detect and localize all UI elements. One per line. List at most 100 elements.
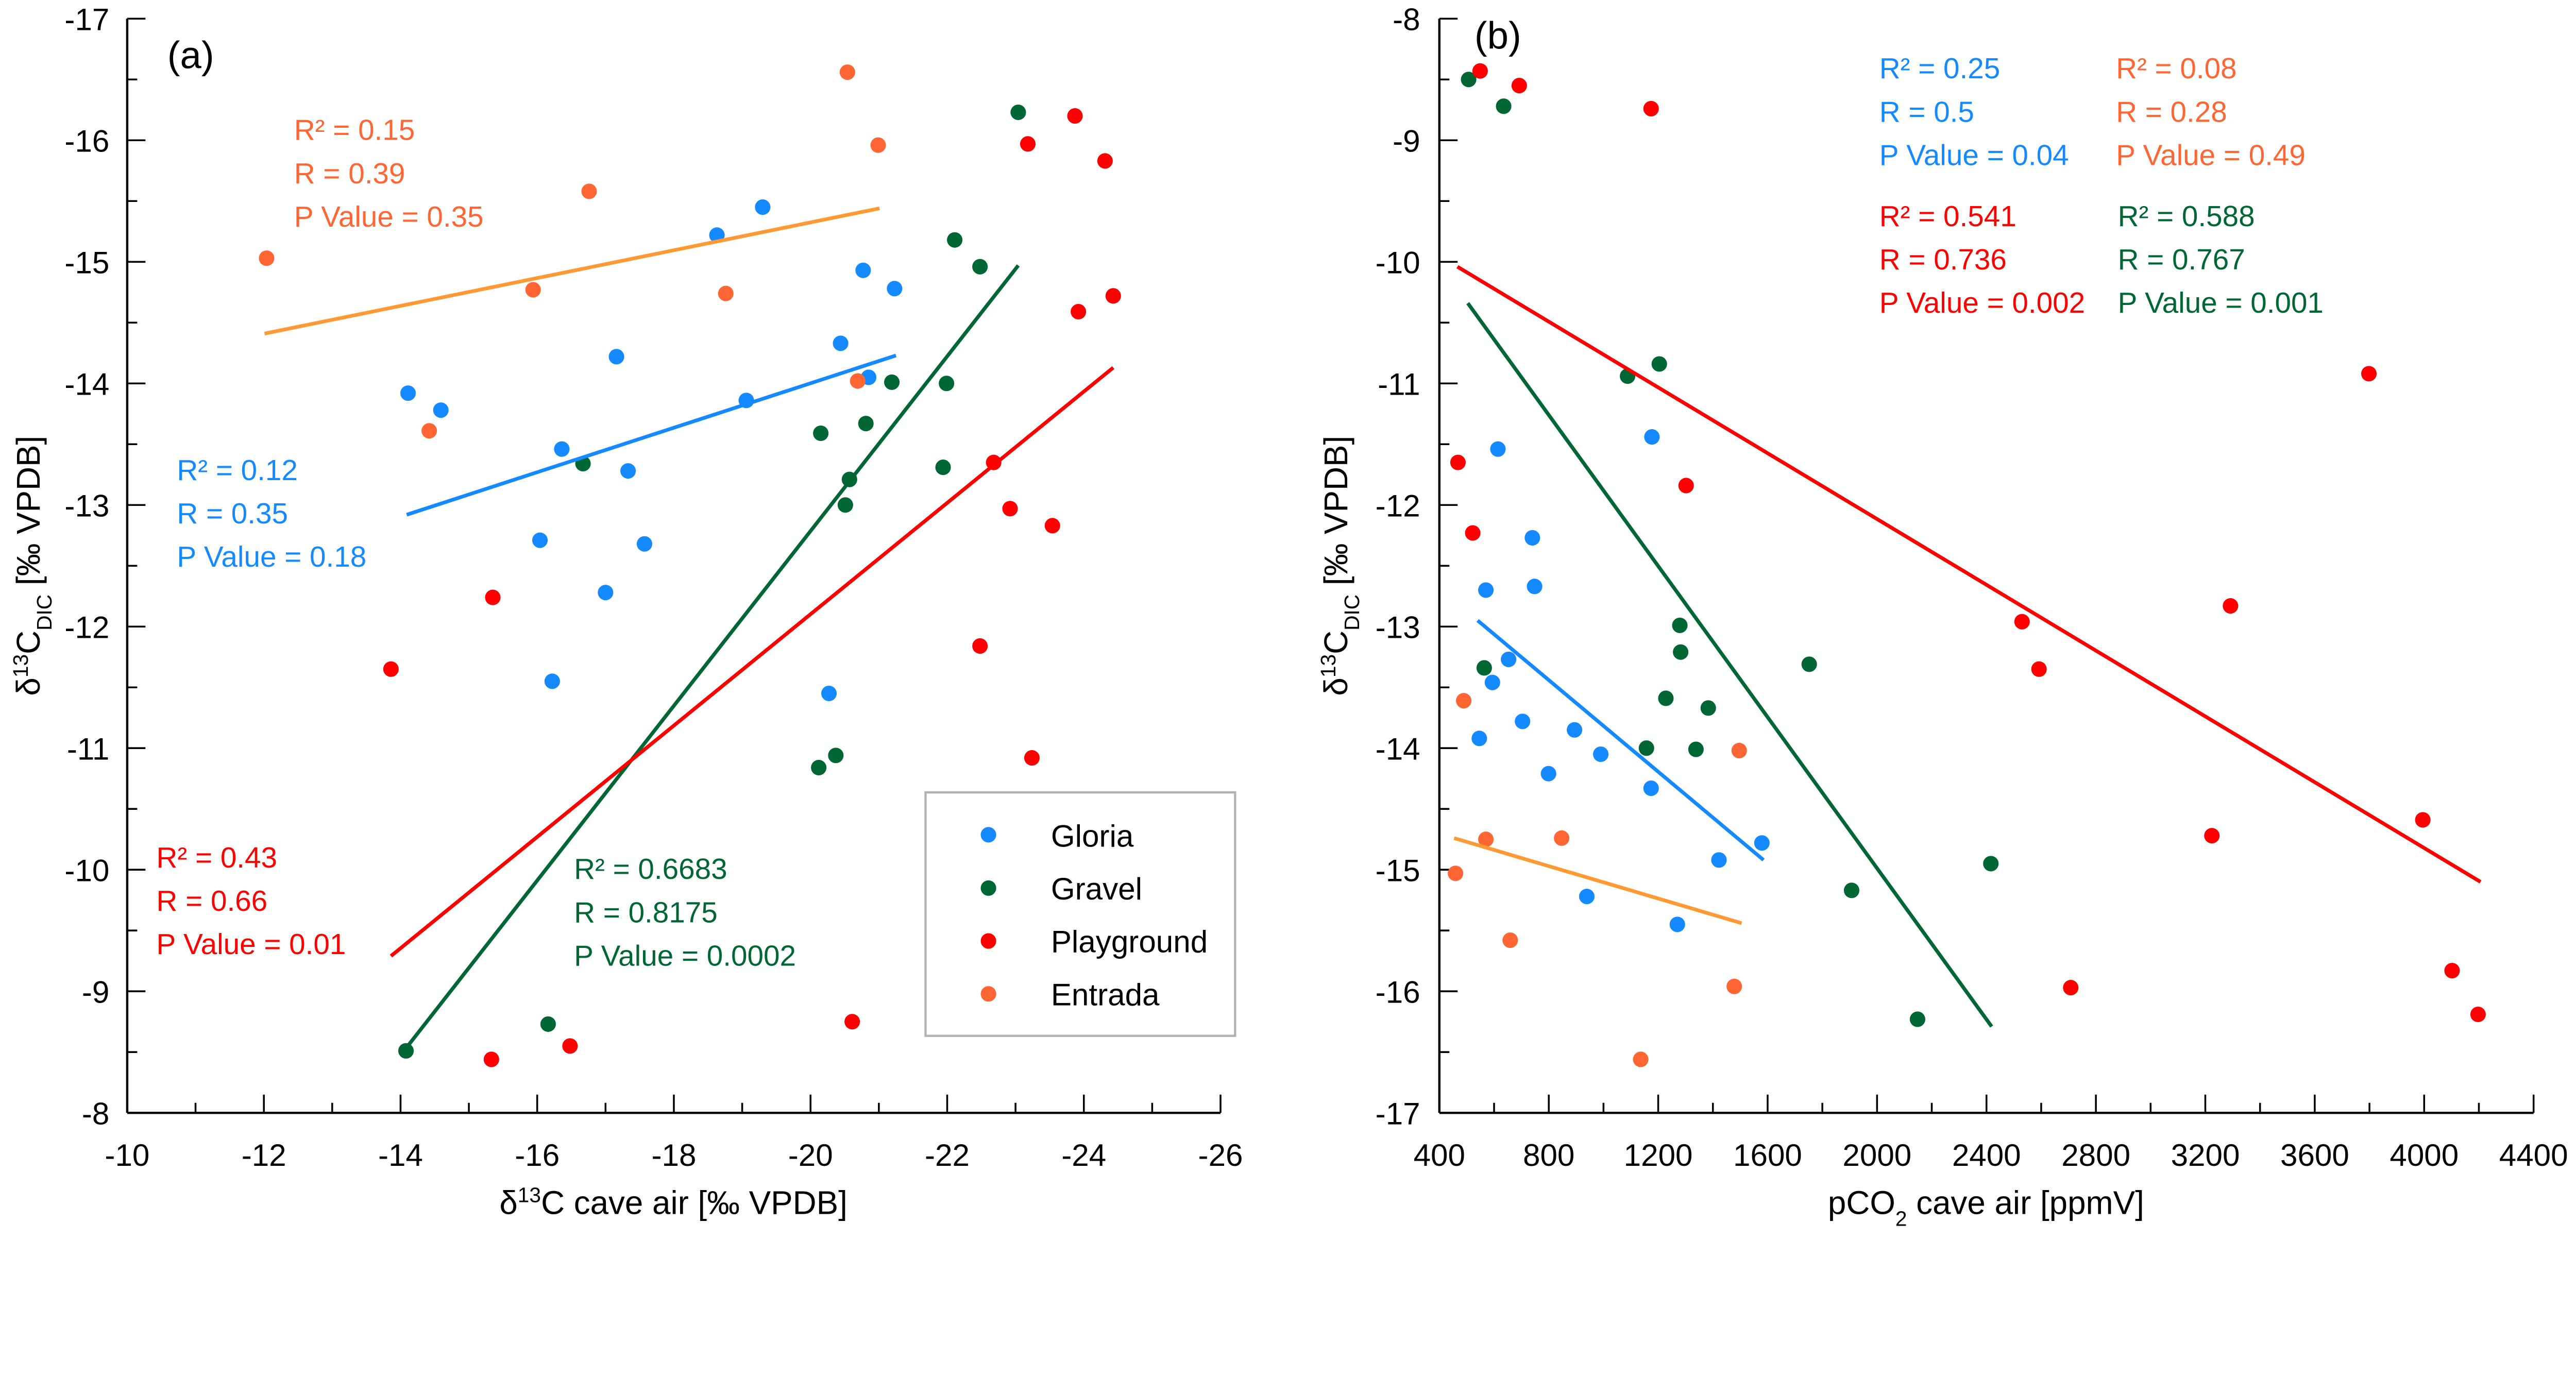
legend-label-playground: Playground	[1051, 925, 1208, 959]
y-tick-label: -14	[64, 367, 109, 401]
data-point-entrada	[1448, 865, 1464, 881]
x-tick-label: 400	[1414, 1138, 1465, 1173]
stats-gravel: R = 0.767	[2118, 244, 2245, 276]
legend-label-gloria: Gloria	[1051, 819, 1134, 853]
x-tick-label: -14	[378, 1138, 423, 1173]
x-axis-title-sup: 13	[518, 1183, 541, 1207]
stats-entrada: P Value = 0.35	[294, 201, 484, 233]
panel-a: -10 -12 -14 -16 -18 -20 -22 -24 -26 -8 -9 -10 -11 -12…	[9, 2, 1243, 1221]
data-point-gloria	[855, 262, 871, 278]
stats-playground: R² = 0.541	[1879, 200, 2016, 233]
data-point-gloria	[1540, 766, 1556, 782]
data-point-gloria	[1524, 530, 1540, 546]
data-point-entrada	[1554, 830, 1570, 846]
data-point-gloria	[1567, 722, 1583, 738]
stats-gloria: P Value = 0.18	[177, 541, 366, 573]
data-point-gloria	[1478, 582, 1494, 598]
x-tick-label: -24	[1061, 1138, 1106, 1173]
trendline-playground	[389, 366, 1115, 958]
stats-gloria: R = 0.35	[177, 498, 288, 530]
trendline-entrada	[1453, 836, 1742, 925]
y-tick-label: -14	[1376, 732, 1420, 766]
data-point-gravel	[1700, 700, 1716, 716]
x-tick-label: -22	[925, 1138, 970, 1173]
data-point-playground	[562, 1038, 578, 1054]
x-tick-label: 2800	[2061, 1138, 2130, 1173]
figure: -10 -12 -14 -16 -18 -20 -22 -24 -26 -8 -9 -10 -11 -12…	[9, 2, 2568, 1231]
data-point-gloria	[1527, 579, 1543, 595]
legend-label-entrada: Entrada	[1051, 977, 1160, 1012]
legend-marker-gravel	[980, 880, 996, 896]
data-point-entrada	[1478, 831, 1494, 847]
y-axis-title-post: [‰ VPDB]	[1317, 436, 1354, 595]
data-point-gravel	[1673, 644, 1689, 660]
x-axis-title: δ13C cave air [‰ VPDB]	[499, 1183, 847, 1221]
stats-gravel: R² = 0.588	[2118, 200, 2255, 233]
data-point-gloria	[1501, 651, 1517, 667]
data-point-playground	[1472, 63, 1488, 79]
data-point-entrada	[1731, 742, 1747, 758]
data-point-playground	[1002, 501, 1018, 517]
y-tick-label: -8	[82, 1096, 110, 1131]
data-point-playground	[483, 1051, 499, 1067]
y-axis-title-sup: 13	[9, 654, 32, 677]
data-point-gloria	[1484, 674, 1500, 690]
y-tick-label: -13	[64, 488, 109, 523]
stats-playground: P Value = 0.002	[1879, 287, 2085, 319]
data-point-playground	[485, 589, 501, 605]
x-tick-label: -12	[242, 1138, 286, 1173]
panel-label: (b)	[1475, 14, 1521, 57]
x-tick-label: -10	[105, 1138, 149, 1173]
data-point-gloria	[1490, 441, 1506, 457]
data-point-gravel	[813, 425, 829, 442]
data-point-playground	[1465, 525, 1481, 541]
x-axis-title-pre: δ	[499, 1184, 517, 1221]
stats-entrada: R = 0.39	[294, 158, 405, 190]
legend-marker-gloria	[980, 827, 996, 843]
data-point-gravel	[811, 759, 827, 776]
data-point-entrada	[850, 373, 866, 389]
x-tick-label: 3600	[2280, 1138, 2349, 1173]
x-tick-label: 4000	[2389, 1138, 2459, 1173]
stats-entrada: R² = 0.15	[294, 114, 415, 147]
x-tick-label: 1200	[1624, 1138, 1693, 1173]
stats-gloria: R² = 0.12	[177, 454, 297, 487]
data-point-playground	[2204, 828, 2220, 844]
data-point-entrada	[421, 423, 437, 439]
y-tick-label: -13	[1376, 610, 1420, 644]
y-tick-label: -15	[1376, 853, 1420, 888]
legend-marker-entrada	[980, 986, 996, 1002]
data-point-playground	[1071, 303, 1087, 320]
data-point-gloria	[887, 281, 903, 297]
x-tick-label: 3200	[2171, 1138, 2240, 1173]
series-gravel	[1461, 72, 1999, 1027]
stats-gloria: R² = 0.25	[1879, 53, 2001, 85]
stats-playground: P Value = 0.01	[157, 928, 346, 961]
data-point-gloria	[755, 199, 771, 215]
data-point-playground	[1067, 108, 1083, 124]
data-point-gloria	[1669, 916, 1685, 932]
data-point-gloria	[400, 385, 416, 401]
data-point-playground	[2014, 614, 2030, 630]
x-axis-title-sub: 2	[1895, 1207, 1907, 1231]
data-point-gloria	[608, 349, 624, 365]
x-tick-label: 2400	[1952, 1138, 2021, 1173]
data-point-gravel	[1801, 656, 1817, 672]
y-axis-title-post: [‰ VPDB]	[10, 436, 47, 595]
data-point-gloria	[544, 673, 560, 689]
x-tick-label: -26	[1198, 1138, 1243, 1173]
y-tick-label: -11	[67, 732, 109, 766]
x-axis-title-main: C cave air [‰ VPDB]	[541, 1184, 848, 1221]
data-point-gravel	[1010, 104, 1026, 121]
data-point-gloria	[1643, 780, 1659, 796]
data-point-gloria	[1515, 714, 1531, 729]
data-point-playground	[2361, 366, 2377, 382]
data-point-gloria	[833, 335, 849, 351]
y-tick-label: -16	[1376, 975, 1420, 1009]
data-point-gravel	[1461, 72, 1477, 88]
trendline-entrada	[264, 206, 880, 335]
series-playground	[1450, 63, 2486, 1023]
data-point-gloria	[1579, 889, 1595, 905]
data-point-playground	[972, 638, 988, 654]
data-point-playground	[2223, 598, 2239, 614]
